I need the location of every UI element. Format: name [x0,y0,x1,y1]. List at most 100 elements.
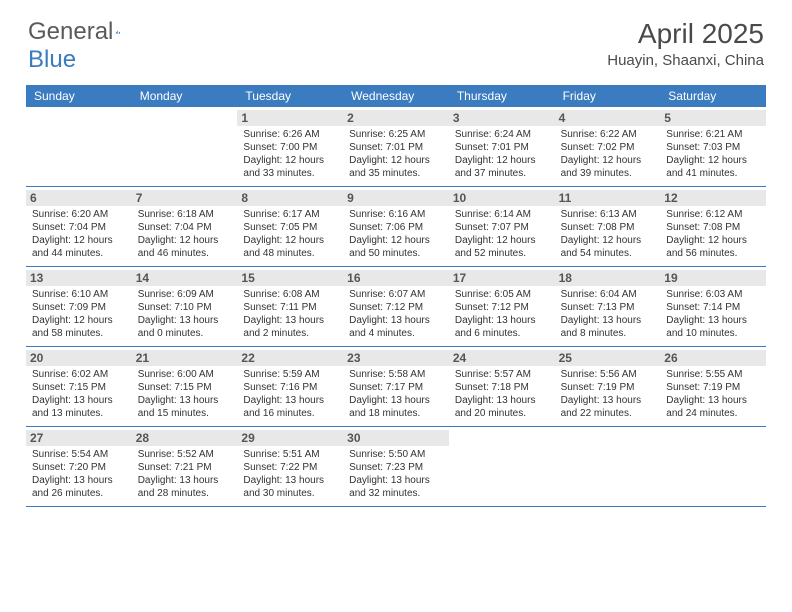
sunset-text: Sunset: 7:23 PM [349,461,443,474]
day-info: Sunrise: 5:57 AMSunset: 7:18 PMDaylight:… [455,368,549,420]
day-number: 18 [555,270,661,286]
day-number: 14 [132,270,238,286]
day-number: 27 [26,430,132,446]
logo-text-blue: Blue [28,46,76,73]
day-info: Sunrise: 5:51 AMSunset: 7:22 PMDaylight:… [243,448,337,500]
day-info: Sunrise: 5:54 AMSunset: 7:20 PMDaylight:… [32,448,126,500]
daylight-text: Daylight: 12 hours and 37 minutes. [455,154,549,180]
sunset-text: Sunset: 7:12 PM [349,301,443,314]
sunrise-text: Sunrise: 5:59 AM [243,368,337,381]
sunset-text: Sunset: 7:01 PM [349,141,443,154]
day-cell: 8Sunrise: 6:17 AMSunset: 7:05 PMDaylight… [237,187,343,266]
day-info: Sunrise: 5:52 AMSunset: 7:21 PMDaylight:… [138,448,232,500]
sunrise-text: Sunrise: 6:13 AM [561,208,655,221]
day-cell: 18Sunrise: 6:04 AMSunset: 7:13 PMDayligh… [555,267,661,346]
day-number: 20 [26,350,132,366]
month-title: April 2025 [607,18,764,50]
day-number: 30 [343,430,449,446]
day-info: Sunrise: 6:07 AMSunset: 7:12 PMDaylight:… [349,288,443,340]
day-cell: 21 Sunrise: 6:00 AMSunset: 7:15 PMDayligh… [132,347,238,426]
title-block: April 2025 Huayin, Shaanxi, China [607,18,764,69]
sunrise-text: Sunrise: 6:22 AM [561,128,655,141]
daylight-text: Daylight: 13 hours and 28 minutes. [138,474,232,500]
day-info: Sunrise: 6:22 AMSunset: 7:02 PMDaylight:… [561,128,655,180]
day-number: 7 [132,190,238,206]
day-number: 25 [555,350,661,366]
sunrise-text: Sunrise: 6:00 AM [138,368,232,381]
daylight-text: Daylight: 12 hours and 35 minutes. [349,154,443,180]
sunset-text: Sunset: 7:11 PM [243,301,337,314]
sunrise-text: Sunrise: 6:17 AM [243,208,337,221]
day-info: Sunrise: 6:08 AMSunset: 7:11 PMDaylight:… [243,288,337,340]
day-cell: 9Sunrise: 6:16 AMSunset: 7:06 PMDaylight… [343,187,449,266]
sunrise-text: Sunrise: 6:07 AM [349,288,443,301]
sunset-text: Sunset: 7:22 PM [243,461,337,474]
day-number: 26 [660,350,766,366]
day-info: Sunrise: 6:17 AMSunset: 7:05 PMDaylight:… [243,208,337,260]
day-info: Sunrise: 6:00 AMSunset: 7:15 PMDaylight:… [138,368,232,420]
sunset-text: Sunset: 7:07 PM [455,221,549,234]
sunrise-text: Sunrise: 6:24 AM [455,128,549,141]
day-header: Saturday [660,85,766,107]
day-info: Sunrise: 6:18 AMSunset: 7:04 PMDaylight:… [138,208,232,260]
logo: General [28,18,145,46]
day-number: 10 [449,190,555,206]
day-number: 19 [660,270,766,286]
sunset-text: Sunset: 7:20 PM [32,461,126,474]
day-cell: 24 Sunrise: 5:57 AMSunset: 7:18 PMDayligh… [449,347,555,426]
daylight-text: Daylight: 13 hours and 24 minutes. [666,394,760,420]
day-header: Tuesday [237,85,343,107]
sunset-text: Sunset: 7:08 PM [666,221,760,234]
day-number: 24 [449,350,555,366]
day-cell: 22Sunrise: 5:59 AMSunset: 7:16 PMDayligh… [237,347,343,426]
sunset-text: Sunset: 7:19 PM [666,381,760,394]
daylight-text: Daylight: 13 hours and 8 minutes. [561,314,655,340]
day-info: Sunrise: 6:14 AMSunset: 7:07 PMDaylight:… [455,208,549,260]
sunset-text: Sunset: 7:17 PM [349,381,443,394]
day-number: 5 [660,110,766,126]
day-info: Sunrise: 6:03 AMSunset: 7:14 PMDaylight:… [666,288,760,340]
daylight-text: Daylight: 13 hours and 16 minutes. [243,394,337,420]
daylight-text: Daylight: 13 hours and 22 minutes. [561,394,655,420]
daylight-text: Daylight: 12 hours and 52 minutes. [455,234,549,260]
sunset-text: Sunset: 7:02 PM [561,141,655,154]
sunset-text: Sunset: 7:09 PM [32,301,126,314]
daylight-text: Daylight: 13 hours and 15 minutes. [138,394,232,420]
logo-sail-icon [115,22,120,42]
day-header-row: Sunday Monday Tuesday Wednesday Thursday… [26,85,766,107]
day-info: Sunrise: 6:02 AMSunset: 7:15 PMDaylight:… [32,368,126,420]
daylight-text: Daylight: 13 hours and 26 minutes. [32,474,126,500]
sunrise-text: Sunrise: 5:56 AM [561,368,655,381]
day-cell: 28Sunrise: 5:52 AMSunset: 7:21 PMDayligh… [132,427,238,506]
day-number: 13 [26,270,132,286]
day-cell: 30Sunrise: 5:50 AMSunset: 7:23 PMDayligh… [343,427,449,506]
sunrise-text: Sunrise: 5:58 AM [349,368,443,381]
sunrise-text: Sunrise: 6:20 AM [32,208,126,221]
sunrise-text: Sunrise: 5:55 AM [666,368,760,381]
day-cell: 3Sunrise: 6:24 AMSunset: 7:01 PMDaylight… [449,107,555,186]
sunrise-text: Sunrise: 5:52 AM [138,448,232,461]
day-cell: 27 Sunrise: 5:54 AMSunset: 7:20 PMDayligh… [26,427,132,506]
sunrise-text: Sunrise: 6:14 AM [455,208,549,221]
week-row: 13 Sunrise: 6:10 AMSunset: 7:09 PMDayligh… [26,267,766,347]
day-cell: 29Sunrise: 5:51 AMSunset: 7:22 PMDayligh… [237,427,343,506]
daylight-text: Daylight: 13 hours and 13 minutes. [32,394,126,420]
day-cell: 16Sunrise: 6:07 AMSunset: 7:12 PMDayligh… [343,267,449,346]
sunset-text: Sunset: 7:04 PM [32,221,126,234]
day-number: 21 [132,350,238,366]
day-info: Sunrise: 6:10 AMSunset: 7:09 PMDaylight:… [32,288,126,340]
sunrise-text: Sunrise: 6:21 AM [666,128,760,141]
calendar: Sunday Monday Tuesday Wednesday Thursday… [26,85,766,507]
daylight-text: Daylight: 13 hours and 2 minutes. [243,314,337,340]
page-header: General April 2025 Huayin, Shaanxi, Chin… [0,0,792,77]
day-number: 2 [343,110,449,126]
sunset-text: Sunset: 7:15 PM [138,381,232,394]
logo-text-gray: General [28,18,113,46]
day-info: Sunrise: 6:20 AMSunset: 7:04 PMDaylight:… [32,208,126,260]
week-row: 20 Sunrise: 6:02 AMSunset: 7:15 PMDayligh… [26,347,766,427]
day-cell: 15Sunrise: 6:08 AMSunset: 7:11 PMDayligh… [237,267,343,346]
day-info: Sunrise: 6:21 AMSunset: 7:03 PMDaylight:… [666,128,760,180]
daylight-text: Daylight: 12 hours and 46 minutes. [138,234,232,260]
day-number: 17 [449,270,555,286]
daylight-text: Daylight: 12 hours and 54 minutes. [561,234,655,260]
